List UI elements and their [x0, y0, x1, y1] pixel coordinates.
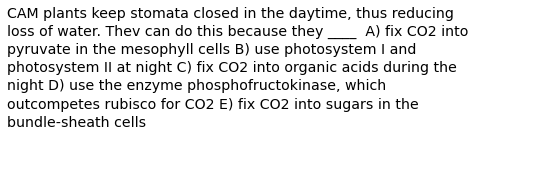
Text: CAM plants keep stomata closed in the daytime, thus reducing
loss of water. Thev: CAM plants keep stomata closed in the da… — [7, 7, 469, 130]
